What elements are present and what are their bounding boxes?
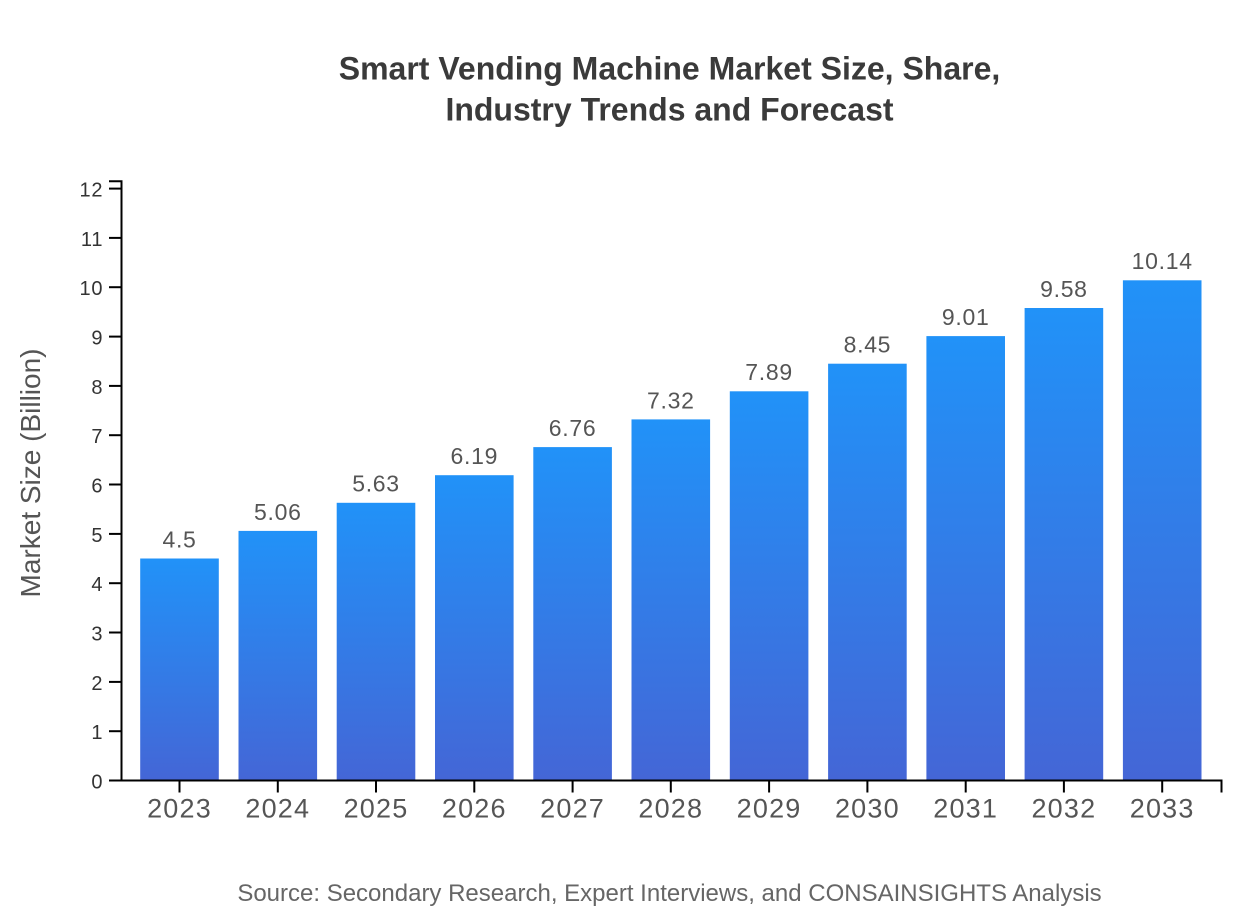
svg-text:7.89: 7.89 — [745, 359, 793, 385]
svg-text:4.5: 4.5 — [162, 526, 196, 552]
svg-text:2025: 2025 — [344, 794, 409, 824]
svg-text:Source: Secondary Research, Ex: Source: Secondary Research, Expert Inter… — [237, 880, 1101, 907]
svg-text:2031: 2031 — [933, 794, 998, 824]
svg-text:4: 4 — [91, 574, 103, 596]
svg-text:2030: 2030 — [835, 794, 900, 824]
svg-text:9.58: 9.58 — [1040, 276, 1088, 302]
svg-text:3: 3 — [91, 624, 103, 646]
svg-text:Industry Trends and Forecast: Industry Trends and Forecast — [445, 92, 893, 128]
svg-text:7: 7 — [91, 426, 103, 448]
svg-text:12: 12 — [79, 180, 103, 202]
svg-text:8.45: 8.45 — [844, 332, 892, 358]
svg-text:2027: 2027 — [540, 794, 605, 824]
svg-text:5.63: 5.63 — [352, 471, 400, 497]
svg-text:2032: 2032 — [1031, 794, 1096, 824]
svg-text:2033: 2033 — [1130, 794, 1195, 824]
svg-text:0: 0 — [91, 772, 103, 794]
svg-text:5: 5 — [91, 525, 103, 547]
svg-text:7.32: 7.32 — [647, 387, 695, 413]
svg-text:10: 10 — [79, 278, 103, 300]
svg-text:2029: 2029 — [737, 794, 802, 824]
svg-text:2026: 2026 — [442, 794, 507, 824]
svg-text:8: 8 — [91, 377, 103, 399]
svg-text:10.14: 10.14 — [1132, 248, 1193, 274]
svg-text:Market Size (Billion): Market Size (Billion) — [15, 349, 46, 598]
svg-text:6.76: 6.76 — [549, 415, 597, 441]
svg-text:2: 2 — [91, 673, 103, 695]
svg-text:1: 1 — [91, 722, 103, 744]
svg-text:6.19: 6.19 — [451, 443, 499, 469]
svg-text:6: 6 — [91, 476, 103, 498]
svg-text:2024: 2024 — [245, 794, 310, 824]
svg-text:Smart Vending Machine Market S: Smart Vending Machine Market Size, Share… — [339, 51, 1001, 87]
svg-text:2023: 2023 — [147, 794, 212, 824]
svg-text:2028: 2028 — [638, 794, 703, 824]
svg-text:11: 11 — [81, 229, 103, 251]
svg-text:5.06: 5.06 — [254, 499, 302, 525]
svg-text:9.01: 9.01 — [942, 304, 990, 330]
svg-text:9: 9 — [91, 328, 103, 350]
